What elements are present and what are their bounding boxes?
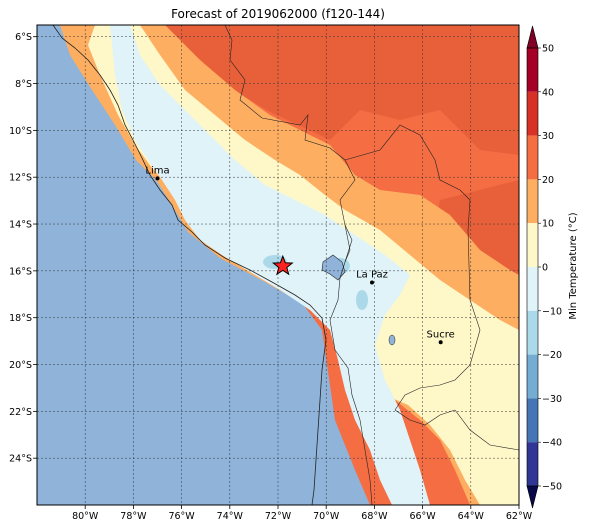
colorbar-segment — [527, 442, 538, 486]
city-marker — [438, 340, 443, 345]
lat-tick-label: 24°S — [9, 454, 32, 465]
colorbar-segment — [527, 91, 538, 136]
colorbar-segment — [527, 135, 538, 180]
colorbar-tick-label: −40 — [542, 438, 562, 449]
lon-tick-label: 78°W — [120, 511, 147, 522]
lon-tick-label: 74°W — [217, 511, 244, 522]
lon-tick-label: 70°W — [313, 511, 340, 522]
land-30-40-band — [165, 25, 519, 155]
city-label: La Paz — [356, 270, 388, 281]
colorbar-segment — [527, 310, 538, 355]
lon-tick-label: 80°W — [72, 511, 99, 522]
lon-tick-label: 64°W — [458, 511, 485, 522]
lon-tick-label: 62°W — [506, 511, 533, 522]
colorbar-extend-max — [526, 25, 539, 49]
colorbar-segment — [527, 398, 538, 443]
border-bolivia-argentina — [394, 409, 456, 426]
border-bolivia-paraguay — [394, 229, 481, 411]
city-marker — [369, 280, 374, 285]
border-peru-bolivia — [339, 224, 353, 279]
border-bolivia-brazil — [344, 124, 471, 231]
lat-tick-label: 12°S — [9, 173, 32, 184]
colorbar-tick-label: −10 — [542, 306, 562, 317]
border-argentina-paraguay — [454, 409, 519, 451]
colorbar-segment — [527, 48, 538, 92]
chart-title: Forecast of 2019062000 (f120-144) — [171, 7, 385, 21]
longitude-ticks: 80°W 78°W 76°W 74°W 72°W 70°W 68°W 66°W 64°W 62°W — [72, 505, 533, 522]
city-marker — [155, 176, 160, 181]
border-peru-brazil — [224, 25, 356, 263]
colorbar-segment — [527, 179, 538, 224]
lat-tick-label: 18°S — [9, 313, 32, 324]
latitude-ticks: 6°S 8°S 10°S 12°S 14°S 16°S 18°S 20°S 22°S 24°S — [9, 32, 37, 465]
colorbar-tick-label: 20 — [542, 175, 554, 186]
colorbar-segment — [527, 267, 538, 311]
star-marker — [271, 254, 294, 276]
lon-tick-label: 76°W — [168, 511, 195, 522]
colorbar-label: Min Temperature (°C) — [568, 212, 579, 319]
cold-patch — [356, 290, 368, 310]
lake-poopo — [388, 334, 396, 346]
colorbar-extend-min — [526, 485, 539, 509]
colorbar-tick-label: −50 — [542, 482, 562, 493]
lat-tick-label: 6°S — [15, 32, 32, 43]
colorbar-tick-label: 0 — [542, 263, 548, 274]
colorbar-segment — [527, 223, 538, 267]
colorbar-tick-label: 30 — [542, 131, 554, 142]
colorbar: 50 40 30 20 10 0 −10 −20 −30 −40 −50 — [526, 25, 562, 509]
gridlines — [37, 25, 519, 505]
colorbar-segment — [527, 354, 538, 399]
colorbar-tick-label: −20 — [542, 350, 562, 361]
border-bolivia-chile — [329, 277, 373, 505]
cities-layer: Lima La Paz Sucre — [145, 165, 455, 345]
lon-tick-label: 66°W — [409, 511, 436, 522]
lat-tick-label: 14°S — [9, 220, 32, 231]
lake-titicaca — [321, 254, 346, 281]
lat-tick-label: 10°S — [9, 126, 32, 137]
city-label: Sucre — [427, 329, 455, 340]
lon-tick-label: 68°W — [361, 511, 388, 522]
lat-tick-label: 8°S — [15, 79, 32, 90]
lon-tick-label: 72°W — [265, 511, 292, 522]
colorbar-tick-label: −30 — [542, 394, 562, 405]
colorbar-tick-label: 10 — [542, 219, 554, 230]
colorbar-tick-label: 50 — [542, 44, 554, 55]
lat-tick-label: 20°S — [9, 360, 32, 371]
colorbar-tick-label: 40 — [542, 87, 554, 98]
coastline — [52, 25, 327, 505]
lat-tick-label: 22°S — [9, 407, 32, 418]
city-label: Lima — [145, 165, 169, 176]
lat-tick-label: 16°S — [9, 266, 32, 277]
